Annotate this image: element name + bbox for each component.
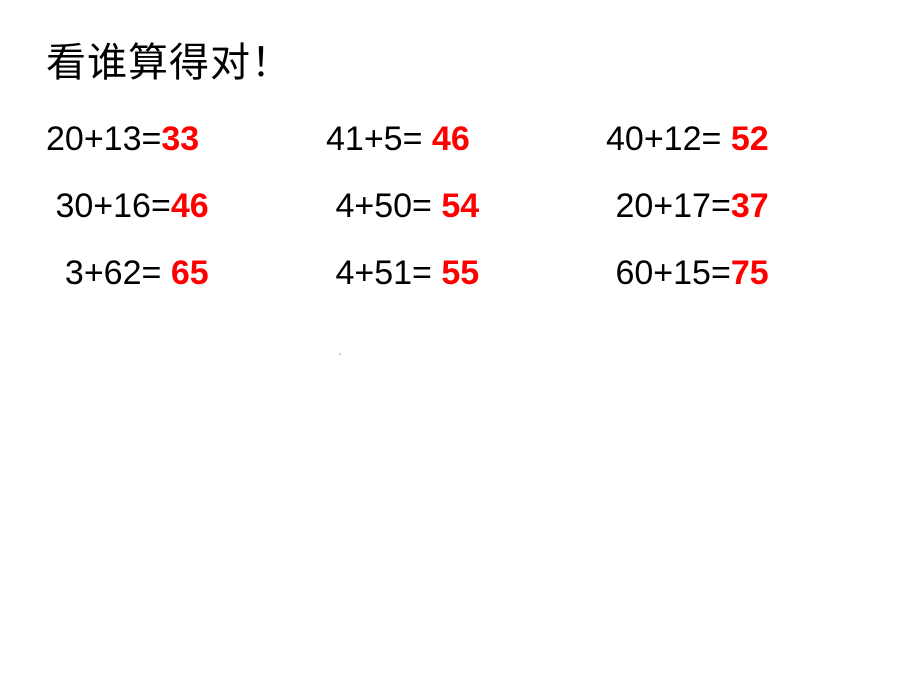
equation-pad bbox=[606, 254, 615, 293]
equation-pad bbox=[326, 254, 335, 293]
equation-cell: 20+13= 33 bbox=[46, 120, 326, 159]
equation-expression: 20+17= bbox=[615, 187, 730, 226]
equation-row: 3+62= 65 4+51= 55 60+15= 75 bbox=[46, 254, 886, 293]
equation-answer-pad bbox=[721, 120, 730, 159]
equation-answer-pad bbox=[422, 120, 431, 159]
equation-answer: 46 bbox=[171, 187, 209, 226]
page-title: 看谁算得对！ bbox=[46, 30, 292, 88]
equation-pad bbox=[606, 187, 615, 226]
equation-cell: 41+5= 46 bbox=[326, 120, 606, 159]
equation-cell: 3+62= 65 bbox=[46, 254, 326, 293]
equation-pad bbox=[46, 254, 65, 293]
equation-answer-pad bbox=[432, 254, 441, 293]
equation-expression: 60+15= bbox=[615, 254, 730, 293]
slide-page: 看谁算得对！ 20+13= 33 41+5= 46 40+12= 52 bbox=[0, 0, 920, 690]
equation-expression: 30+16= bbox=[55, 187, 170, 226]
equation-answer: 33 bbox=[161, 120, 199, 159]
equation-expression: 20+13= bbox=[46, 120, 161, 159]
equation-answer: 54 bbox=[441, 187, 479, 226]
equation-answer-pad bbox=[161, 254, 170, 293]
equation-answer: 55 bbox=[441, 254, 479, 293]
equation-expression: 41+5= bbox=[326, 120, 422, 159]
equation-pad bbox=[46, 187, 55, 226]
equation-expression: 3+62= bbox=[65, 254, 161, 293]
equation-grid: 20+13= 33 41+5= 46 40+12= 52 30+16= bbox=[46, 120, 886, 321]
equation-row: 30+16= 46 4+50= 54 20+17= 37 bbox=[46, 187, 886, 226]
equation-answer: 37 bbox=[731, 187, 769, 226]
footer-dot: . bbox=[338, 342, 342, 358]
equation-row: 20+13= 33 41+5= 46 40+12= 52 bbox=[46, 120, 886, 159]
equation-cell: 4+50= 54 bbox=[326, 187, 606, 226]
equation-cell: 20+17= 37 bbox=[606, 187, 886, 226]
equation-cell: 30+16= 46 bbox=[46, 187, 326, 226]
equation-cell: 40+12= 52 bbox=[606, 120, 886, 159]
equation-pad bbox=[326, 187, 335, 226]
equation-expression: 4+51= bbox=[335, 254, 431, 293]
equation-answer-pad bbox=[432, 187, 441, 226]
equation-expression: 4+50= bbox=[335, 187, 431, 226]
equation-expression: 40+12= bbox=[606, 120, 721, 159]
equation-answer: 46 bbox=[432, 120, 470, 159]
equation-answer: 75 bbox=[731, 254, 769, 293]
equation-answer: 52 bbox=[731, 120, 769, 159]
equation-cell: 4+51= 55 bbox=[326, 254, 606, 293]
equation-cell: 60+15= 75 bbox=[606, 254, 886, 293]
equation-answer: 65 bbox=[171, 254, 209, 293]
